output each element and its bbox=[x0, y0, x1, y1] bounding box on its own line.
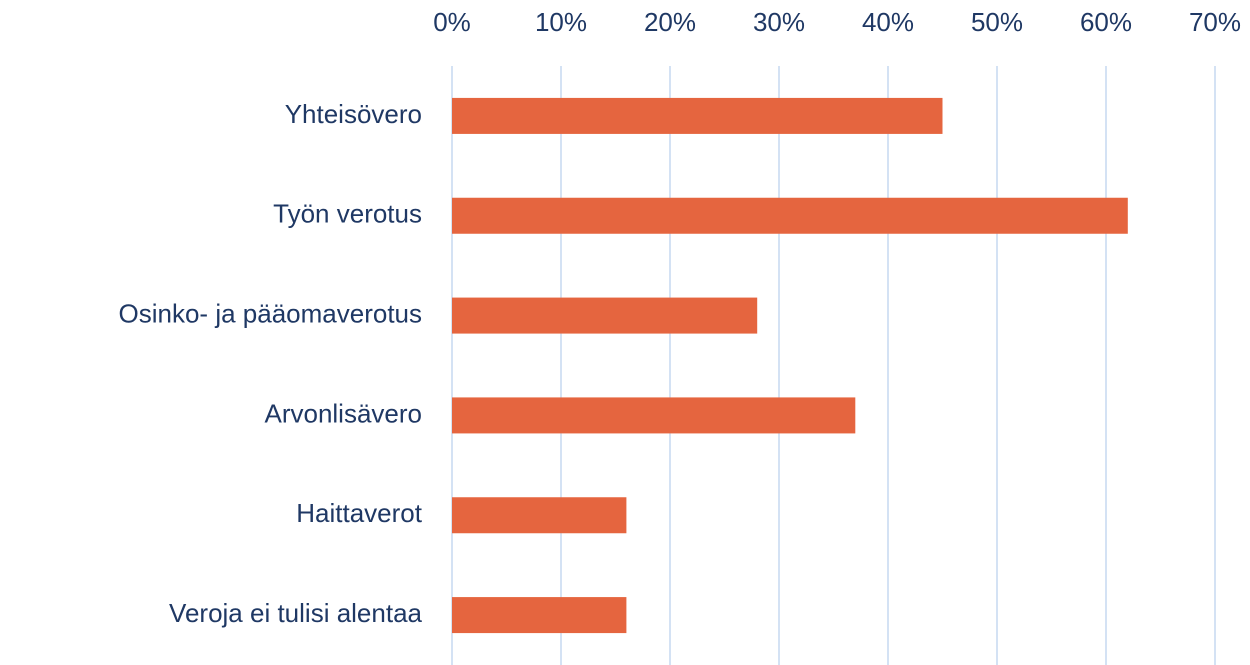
y-tick-label: Yhteisövero bbox=[285, 99, 422, 129]
bar bbox=[452, 97, 943, 134]
y-tick-label: Arvonlisävero bbox=[264, 398, 422, 428]
x-tick-label: 50% bbox=[971, 7, 1023, 37]
x-tick-label: 0% bbox=[433, 7, 471, 37]
x-tick-label: 30% bbox=[753, 7, 805, 37]
y-tick-label: Osinko- ja pääomaverotus bbox=[119, 298, 422, 328]
x-tick-label: 20% bbox=[644, 7, 696, 37]
x-tick-label: 70% bbox=[1189, 7, 1241, 37]
y-tick-label: Työn verotus bbox=[273, 199, 422, 229]
y-tick-label: Haittaverot bbox=[296, 498, 422, 528]
y-tick-label: Veroja ei tulisi alentaa bbox=[169, 598, 422, 628]
bar bbox=[452, 197, 1128, 234]
bar bbox=[452, 297, 758, 334]
bar bbox=[452, 597, 627, 634]
x-tick-label: 10% bbox=[535, 7, 587, 37]
bar bbox=[452, 497, 627, 534]
x-tick-label: 40% bbox=[862, 7, 914, 37]
x-tick-label: 60% bbox=[1080, 7, 1132, 37]
bar bbox=[452, 397, 856, 434]
